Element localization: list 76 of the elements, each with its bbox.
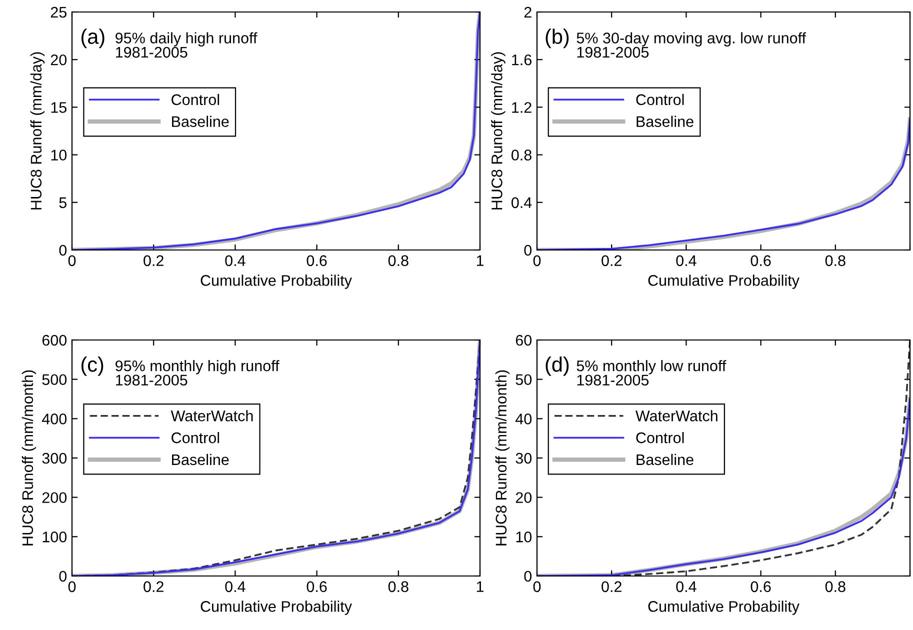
y-tick-label: 5: [59, 197, 66, 208]
y-tick-label: 1.2: [512, 102, 532, 113]
y-tick-label: 2: [524, 6, 532, 18]
x-tick-label: 0.2: [144, 581, 164, 592]
annotation: 5% 30-day moving avg. low runoff 1981-2005: [576, 32, 806, 58]
y-tick-label: 500: [42, 374, 67, 386]
annotation: 95% monthly high runoff 1981-2005: [116, 360, 280, 386]
legend-label: Baseline: [172, 116, 229, 127]
y-tick-label: 20: [516, 492, 532, 504]
line-series: [72, 12, 480, 250]
y-tick-label: 10: [516, 532, 532, 542]
annotation: 5% monthly low runoff 1981-2005: [576, 360, 726, 386]
x-tick-label: 0.6: [306, 255, 327, 266]
legend-label: Control: [172, 432, 220, 444]
x-tick-label: 0.8: [825, 255, 846, 266]
legend-label: WaterWatch: [170, 410, 253, 422]
x-tick-label: 0.6: [750, 255, 771, 266]
y-tick-label: 30: [516, 452, 532, 464]
x-tick-label: 0: [68, 581, 76, 592]
x-tick-label: 0.4: [676, 581, 696, 592]
x-tick-label: 0.8: [388, 255, 408, 266]
x-tick-label: 0.8: [388, 581, 408, 592]
x-tick-label: 0.2: [602, 255, 622, 266]
x-tick-label: 0.6: [306, 581, 327, 592]
y-tick-label: 600: [42, 334, 67, 346]
y-tick-label: 25: [50, 6, 66, 18]
x-tick-label: 0: [68, 255, 76, 266]
y-tick-label: 0: [59, 244, 67, 256]
x-tick-label: 0.4: [225, 581, 246, 592]
x-tick-label: 0: [533, 581, 541, 592]
legend-label: Baseline: [172, 454, 229, 466]
x-axis-title: Cumulative Probability: [648, 274, 800, 289]
x-axis-title: Cumulative Probability: [648, 600, 800, 615]
annotation: (b): [546, 28, 569, 48]
x-tick-label: 1: [476, 581, 484, 592]
x-tick-label: 0.4: [225, 255, 246, 266]
y-axis-title: HUC8 Runoff (mm/day): [30, 52, 45, 210]
legend-label: Baseline: [636, 454, 694, 466]
x-tick-label: 0: [533, 255, 541, 266]
x-tick-label: 0.6: [750, 581, 771, 592]
y-axis-title: HUC8 Runoff (mm/day): [491, 52, 506, 210]
legend-label: Control: [636, 94, 684, 106]
annotation: (d): [546, 356, 569, 376]
y-tick-label: 0.8: [512, 150, 532, 160]
legend-label: Baseline: [636, 116, 694, 127]
y-tick-label: 40: [516, 414, 532, 424]
y-tick-label: 20: [50, 54, 67, 66]
y-tick-label: 300: [42, 452, 67, 464]
x-tick-label: 1: [476, 255, 484, 266]
annotation: (c): [81, 356, 104, 376]
x-axis-title: Cumulative Probability: [200, 274, 352, 289]
y-tick-label: 0: [59, 570, 67, 582]
legend-label: Control: [172, 94, 220, 106]
y-tick-label: 1.6: [512, 54, 532, 66]
x-tick-label: 0.4: [676, 255, 696, 266]
y-tick-label: 0: [524, 244, 532, 256]
y-tick-label: 400: [42, 414, 67, 424]
y-tick-label: 0: [524, 570, 532, 582]
y-axis-title: HUC8 Runoff (mm/month): [495, 370, 510, 546]
y-axis-title: HUC8 Runoff (mm/month): [22, 370, 36, 546]
annotation: 95% daily high runoff 1981-2005: [116, 32, 258, 58]
legend-label: WaterWatch: [636, 410, 718, 422]
y-tick-label: 60: [516, 334, 532, 346]
y-tick-label: 10: [51, 150, 67, 160]
y-tick-label: 0.4: [512, 197, 532, 208]
x-tick-label: 0.8: [825, 581, 846, 592]
y-tick-label: 200: [42, 492, 67, 504]
x-tick-label: 0.2: [144, 255, 164, 266]
y-tick-label: 15: [51, 102, 66, 113]
legend-label: Control: [636, 432, 684, 444]
x-tick-label: 0.2: [602, 581, 622, 592]
y-tick-label: 50: [516, 374, 532, 386]
x-axis-title: Cumulative Probability: [200, 600, 352, 615]
annotation: (a): [81, 28, 104, 48]
line-series: [72, 340, 480, 576]
y-tick-label: 100: [42, 532, 67, 542]
